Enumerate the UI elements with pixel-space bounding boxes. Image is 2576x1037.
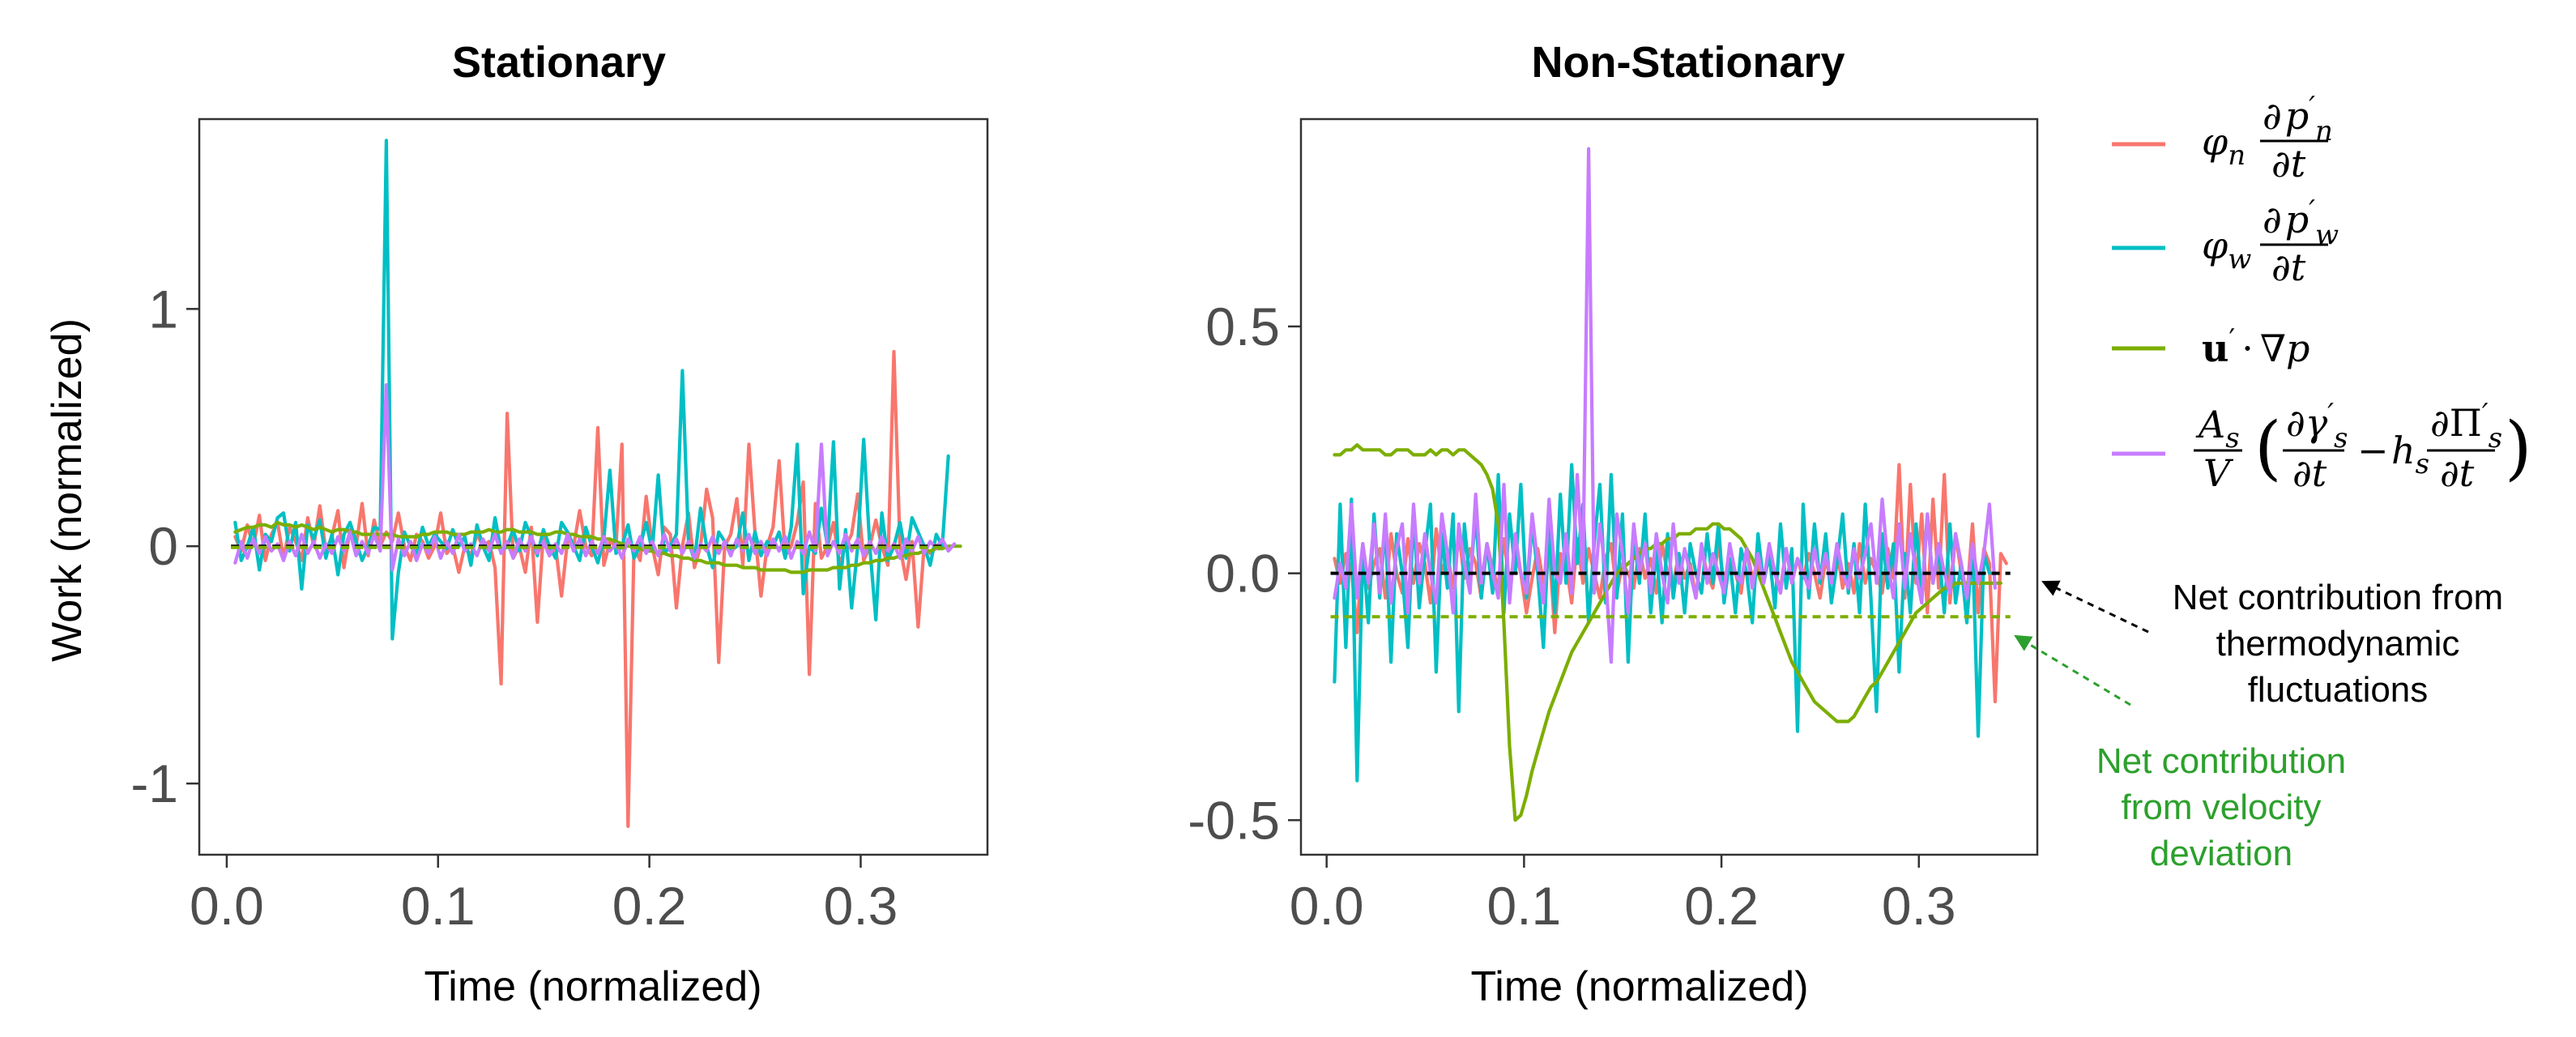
legend-interfacial-minus: − (2357, 429, 2389, 472)
nonstationary-marks (1330, 147, 2011, 822)
legend-item-u-grad-p: u′ · ∇p (2112, 323, 2309, 370)
y-tick-label: 0.5 (1205, 297, 1280, 356)
legend-interfacial-gamma-den: ∂t (2292, 451, 2327, 495)
legend-phi-w-coef: φw (2202, 224, 2251, 275)
x-tick-label: 0.3 (824, 876, 898, 936)
velocity-label-line-2: from velocity (2122, 787, 2322, 827)
x-tick-label: 0.0 (1290, 876, 1364, 936)
legend-item-phi-w: φw ∂p′w ∂t (2112, 194, 2339, 289)
y-tick-label: -1 (130, 753, 178, 813)
legend-item-interfacial: As V ( ∂γ′s ∂t − hs ∂Π′s ∂t ) (2112, 398, 2532, 495)
thermo-label-line-3: fluctuations (2248, 670, 2429, 710)
y-tick-label: -0.5 (1188, 790, 1280, 850)
annotation-thermodynamic: Net contribution from thermodynamic fluc… (2041, 578, 2503, 710)
velocity-label-line-3: deviation (2150, 834, 2292, 873)
series-line-3 (1333, 147, 1997, 664)
nonstationary-title: Non-Stationary (1531, 38, 1845, 87)
thermo-label-line-2: thermodynamic (2216, 624, 2460, 664)
legend-interfacial-A: As (2195, 403, 2240, 454)
legend: φn ∂p′n ∂t φw ∂p′w ∂t u′ · ∇p As V ( ∂γ′s (2112, 91, 2532, 495)
x-tick-label: 0.2 (612, 876, 687, 936)
y-axis-title: Work (normalized) (44, 318, 91, 662)
legend-interfacial-V: V (2203, 451, 2234, 495)
velocity-label-line-1: Net contribution (2096, 741, 2346, 781)
legend-interfacial-rparen: ) (2505, 408, 2532, 489)
legend-interfacial-lparen: ( (2254, 408, 2282, 489)
legend-item-phi-n: φn ∂p′n ∂t (2112, 91, 2333, 186)
nonstationary-axis-ticks: 0.0 0.1 0.2 0.30.50.0-0.5 (1188, 297, 1955, 936)
legend-phi-n-denominator: ∂t (2271, 142, 2306, 186)
y-tick-label: 0.0 (1205, 544, 1280, 604)
legend-interfacial-pi-den: ∂t (2440, 451, 2475, 495)
stationary-panel: Stationary 0.0 0.1 0.2 0.3 1 0 -1 Time (normal… (44, 38, 989, 1010)
legend-phi-w-numerator: ∂p′w (2263, 194, 2339, 251)
series-line-1 (1333, 463, 1991, 783)
legend-phi-n-coef: φn (2202, 120, 2245, 172)
nonstationary-x-axis-title: Time (normalized) (1470, 963, 1808, 1010)
nonstationary-panel: Non-Stationary 0.0 0.1 0.2 0.30.50.0-0.5 Ti… (1188, 38, 2039, 1010)
x-tick-label: 0.3 (1882, 876, 1956, 936)
legend-u-grad-p-text: u′ · ∇p (2202, 323, 2309, 370)
x-tick-label: 0.1 (401, 876, 476, 936)
legend-interfacial-h: hs (2391, 429, 2429, 480)
thermo-arrow (2041, 580, 2149, 634)
velocity-arrow (2014, 634, 2131, 706)
stationary-axis-ticks: 0.0 0.1 0.2 0.3 1 0 -1 (130, 279, 898, 936)
legend-phi-w-denominator: ∂t (2271, 245, 2306, 289)
x-tick-label: 0.1 (1487, 876, 1562, 936)
stationary-title: Stationary (452, 38, 666, 87)
x-tick-label: 0.2 (1684, 876, 1759, 936)
nonstationary-plot-frame (1299, 117, 2039, 856)
legend-phi-n-numerator: ∂p′n (2263, 91, 2333, 147)
x-tick-label: 0.0 (190, 876, 264, 936)
stationary-x-axis-title: Time (normalized) (424, 963, 761, 1010)
annotation-velocity: Net contribution from velocity deviation (2014, 634, 2346, 873)
stationary-marks (231, 139, 962, 829)
y-tick-label: 1 (148, 279, 178, 339)
legend-interfacial-pi-num: ∂Π′s (2430, 398, 2502, 454)
legend-interfacial-gamma-num: ∂γ′s (2286, 398, 2348, 454)
series-line-2 (233, 520, 962, 574)
y-tick-label: 0 (148, 516, 178, 576)
series-line-2 (1333, 443, 2002, 822)
thermo-label-line-1: Net contribution from (2173, 578, 2503, 617)
